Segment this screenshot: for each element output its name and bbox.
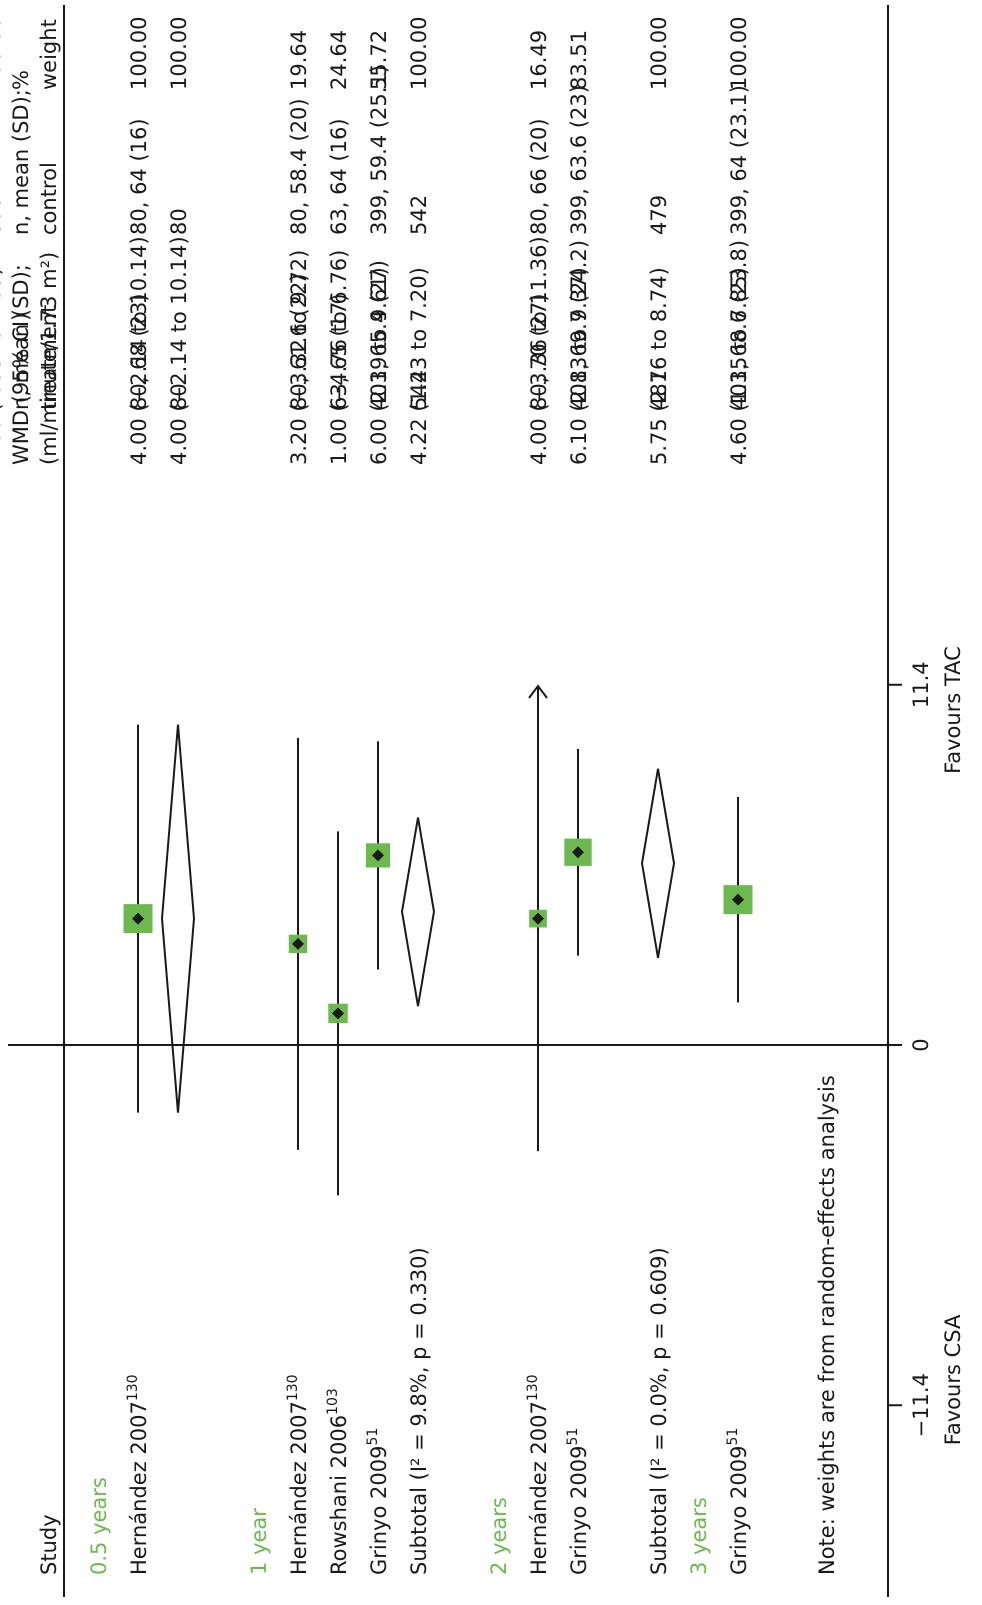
point-estimate: [372, 849, 384, 862]
weight-value: 100.00: [167, 17, 191, 90]
header-wmd-units: (ml/minute/1.73 m²): [37, 252, 61, 465]
header-weight: %: [9, 70, 33, 90]
control-value: 63, 64 (16): [327, 118, 351, 235]
wmd-ci-value: 1.00 (−4.76 to 6.76): [327, 250, 351, 465]
column-headers: Study WMD (95% CI) (ml/minute/1.73 m²)n, m…: [9, 19, 61, 1575]
treatment-value: 401, 69.7 (24.2): [567, 240, 591, 410]
point-estimate: [572, 846, 584, 859]
control-value: 399, 64 (23.1): [727, 85, 751, 235]
study-reference: 130: [525, 1374, 541, 1401]
wmd-ci-value: 4.60 (1.35 to 7.85): [0, 267, 5, 465]
favours-right-label: Favours TAC: [941, 646, 965, 774]
treatment-value: 80, 68 (23): [127, 293, 151, 410]
study-reference: 51: [365, 1428, 381, 1446]
weight-value: 100.00: [0, 17, 5, 90]
group-label: 3 years: [687, 1497, 711, 1575]
control-value: 542: [407, 195, 431, 235]
wmd-ci-value: 4.00 (−2.14 to 10.14): [127, 236, 151, 465]
treatment-value: 544: [407, 370, 431, 410]
weight-value: 19.64: [287, 30, 311, 90]
axis-tick-label: 11.4: [909, 661, 933, 708]
wmd-ci-value: 5.75 (2.76 to 8.74): [647, 267, 671, 465]
wmd-ci-value: 4.00 (−3.36 to 11.36): [527, 236, 551, 465]
weight-value: 100.00: [407, 17, 431, 90]
control-value: 399, 63.6 (23): [567, 85, 591, 235]
study-reference: 130: [285, 1374, 301, 1401]
header-control: n, mean (SD);: [9, 89, 33, 235]
control-value: 399: [0, 195, 5, 235]
plot-marks: [123, 684, 753, 1196]
ci-arrow: [528, 684, 548, 699]
point-estimate: [132, 912, 144, 925]
control-value: 80, 58.4 (20): [287, 98, 311, 235]
study-label: Rowshani 2006103: [325, 1388, 351, 1575]
weight-value: 55.72: [367, 30, 391, 90]
weight-value: 83.51: [567, 30, 591, 90]
point-estimate: [732, 893, 744, 906]
study-label: Grinyo 200951: [725, 1428, 751, 1575]
study-reference: 103: [325, 1388, 341, 1415]
study-reference: 51: [725, 1428, 741, 1446]
subtotal-diamond: [160, 724, 196, 1113]
subtotal-diamond: [400, 817, 436, 1007]
control-value: 479: [647, 195, 671, 235]
x-axis: −11.4 0 11.4 Favours CSA Favours TAC: [8, 646, 965, 1445]
weight-value: 24.64: [327, 30, 351, 90]
header-treatment: n, mean (SD);: [9, 264, 33, 410]
subtotal-label: Subtotal (I² = 9.8%, p = 0.330): [407, 1247, 431, 1575]
header-study: Study: [37, 1514, 61, 1575]
wmd-ci-value: 6.00 (2.39 to 9.61): [367, 267, 391, 465]
control-value: 80, 66 (20): [527, 118, 551, 235]
wmd-ci-value: 4.00 (−2.14 to 10.14): [167, 236, 191, 465]
wmd-ci-value: 4.22 (1.23 to 7.20): [407, 267, 431, 465]
treatment-value: 80, 70 (27): [527, 293, 551, 410]
treatment-value: 80, 61.6 (22): [287, 273, 311, 410]
header-control-sub: control: [37, 162, 61, 235]
study-label: Hernández 2007130: [125, 1374, 151, 1575]
subtotal-label: Subtotal (I² = 0.0%, p = 0.609): [647, 1247, 671, 1575]
group-label: 2 years: [487, 1497, 511, 1575]
study-label: Hernández 2007130: [285, 1374, 311, 1575]
study-reference: 51: [565, 1428, 581, 1446]
axis-tick-label: 0: [909, 1038, 933, 1051]
weight-value: 100.00: [647, 17, 671, 90]
treatment-value: 63, 65 (17): [327, 293, 351, 410]
footnote: Note: weights are from random-effects an…: [815, 1075, 839, 1575]
study-label: Hernández 2007130: [525, 1374, 551, 1575]
favours-left-label: Favours CSA: [941, 1314, 965, 1445]
control-value: 80, 64 (16): [127, 118, 151, 235]
weight-value: 100.00: [727, 17, 751, 90]
axis-tick-label: −11.4: [909, 1373, 933, 1437]
point-estimate: [332, 1007, 344, 1020]
study-label: Grinyo 200951: [565, 1428, 591, 1575]
study-reference: 130: [125, 1374, 141, 1401]
treatment-value: 401: [0, 370, 5, 410]
wmd-ci-value: 6.10 (2.83 to 9.37): [567, 267, 591, 465]
wmd-ci-value: 4.60 (1.35 to 7.85): [727, 267, 751, 465]
treatment-value: 481: [647, 370, 671, 410]
point-estimate: [532, 912, 544, 925]
study-label: Grinyo 200951: [365, 1428, 391, 1575]
weight-value: 100.00: [127, 17, 151, 90]
subtotal-diamond: [640, 768, 676, 958]
control-value: 80: [167, 208, 191, 235]
table-rows: 0.5 years Hernández 2007130 4.00 (−2.14 to…: [0, 17, 751, 1575]
group-label: 1 year: [247, 1508, 271, 1575]
control-value: 399, 59.4 (25.1): [367, 65, 391, 235]
treatment-value: 80: [167, 383, 191, 410]
treatment-value: 401, 68.6 (23.8): [727, 240, 751, 410]
header-wmd: WMD (95% CI): [9, 313, 33, 465]
group-label: 0.5 years: [87, 1477, 111, 1575]
weight-value: 16.49: [527, 30, 551, 90]
header-weight-sub: weight: [37, 19, 61, 90]
treatment-value: 401, 65.4 (27): [367, 260, 391, 410]
point-estimate: [292, 937, 304, 950]
header-treatment-sub: treatment: [37, 305, 61, 410]
wmd-ci-value: 3.20 (−3.32 to 9.72): [287, 250, 311, 465]
